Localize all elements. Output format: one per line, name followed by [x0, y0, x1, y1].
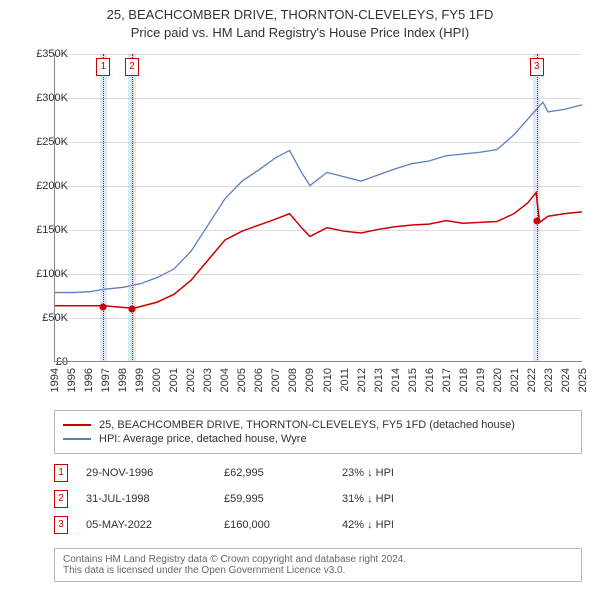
sale-marker-box: 1	[96, 58, 110, 76]
x-tick-label: 2018	[458, 368, 470, 392]
event-price: £62,995	[224, 467, 324, 479]
x-tick-label: 2016	[424, 368, 436, 392]
x-tick-label: 2006	[253, 368, 265, 392]
legend: 25, BEACHCOMBER DRIVE, THORNTON-CLEVELEY…	[54, 410, 582, 454]
x-tick-label: 2025	[577, 368, 589, 392]
x-tick-label: 2011	[339, 368, 351, 392]
x-tick-label: 2023	[543, 368, 555, 392]
title-line2: Price paid vs. HM Land Registry's House …	[0, 24, 600, 42]
x-tick-label: 2021	[509, 368, 521, 392]
chart-title: 25, BEACHCOMBER DRIVE, THORNTON-CLEVELEY…	[0, 0, 600, 41]
x-tick-label: 2019	[475, 368, 487, 392]
x-tick-label: 2002	[185, 368, 197, 392]
x-tick-label: 2004	[219, 368, 231, 392]
event-row: 3 05-MAY-2022 £160,000 42% ↓ HPI	[54, 512, 582, 538]
x-tick-label: 2001	[168, 368, 180, 392]
plot-area	[54, 54, 582, 362]
event-delta: 23% ↓ HPI	[342, 467, 394, 479]
event-price: £160,000	[224, 519, 324, 531]
event-date: 29-NOV-1996	[86, 467, 206, 479]
footer-line2: This data is licensed under the Open Gov…	[63, 565, 573, 576]
sale-dot	[100, 303, 107, 310]
x-tick-label: 1995	[66, 368, 78, 392]
x-tick-label: 2009	[304, 368, 316, 392]
chart-container: 25, BEACHCOMBER DRIVE, THORNTON-CLEVELEY…	[0, 0, 600, 590]
x-tick-label: 2014	[390, 368, 402, 392]
x-tick-label: 1997	[100, 368, 112, 392]
footer-line1: Contains HM Land Registry data © Crown c…	[63, 554, 573, 565]
x-tick-label: 2020	[492, 368, 504, 392]
x-tick-label: 2007	[270, 368, 282, 392]
x-tick-label: 2012	[356, 368, 368, 392]
attribution-footer: Contains HM Land Registry data © Crown c…	[54, 548, 582, 582]
event-delta: 42% ↓ HPI	[342, 519, 394, 531]
x-tick-label: 2013	[373, 368, 385, 392]
x-tick-label: 1999	[134, 368, 146, 392]
legend-swatch-property	[63, 424, 91, 426]
event-number-box: 2	[54, 490, 68, 508]
event-number-box: 1	[54, 464, 68, 482]
line-plot	[55, 54, 582, 361]
title-line1: 25, BEACHCOMBER DRIVE, THORNTON-CLEVELEY…	[0, 6, 600, 24]
legend-swatch-hpi	[63, 438, 91, 440]
event-row: 2 31-JUL-1998 £59,995 31% ↓ HPI	[54, 486, 582, 512]
events-table: 1 29-NOV-1996 £62,995 23% ↓ HPI 2 31-JUL-1998…	[54, 460, 582, 538]
legend-label-hpi: HPI: Average price, detached house, Wyre	[99, 433, 307, 445]
legend-label-property: 25, BEACHCOMBER DRIVE, THORNTON-CLEVELEY…	[99, 419, 515, 431]
x-tick-label: 2017	[441, 368, 453, 392]
sale-marker-box: 3	[530, 58, 544, 76]
event-number-box: 3	[54, 516, 68, 534]
series-line-hpi	[55, 102, 582, 292]
x-tick-label: 2005	[236, 368, 248, 392]
x-tick-label: 2008	[287, 368, 299, 392]
x-tick-label: 2015	[407, 368, 419, 392]
x-tick-label: 2010	[322, 368, 334, 392]
series-line-property	[55, 193, 582, 309]
x-tick-label: 1998	[117, 368, 129, 392]
event-date: 31-JUL-1998	[86, 493, 206, 505]
legend-item-hpi: HPI: Average price, detached house, Wyre	[63, 433, 573, 445]
x-tick-label: 2003	[202, 368, 214, 392]
event-date: 05-MAY-2022	[86, 519, 206, 531]
x-tick-label: 2024	[560, 368, 572, 392]
event-delta: 31% ↓ HPI	[342, 493, 394, 505]
legend-item-property: 25, BEACHCOMBER DRIVE, THORNTON-CLEVELEY…	[63, 419, 573, 431]
x-tick-label: 1996	[83, 368, 95, 392]
x-tick-label: 2022	[526, 368, 538, 392]
sale-dot	[129, 306, 136, 313]
sale-dot	[533, 218, 540, 225]
sale-marker-box: 2	[125, 58, 139, 76]
event-price: £59,995	[224, 493, 324, 505]
x-tick-label: 2000	[151, 368, 163, 392]
x-tick-label: 1994	[49, 368, 61, 392]
event-row: 1 29-NOV-1996 £62,995 23% ↓ HPI	[54, 460, 582, 486]
